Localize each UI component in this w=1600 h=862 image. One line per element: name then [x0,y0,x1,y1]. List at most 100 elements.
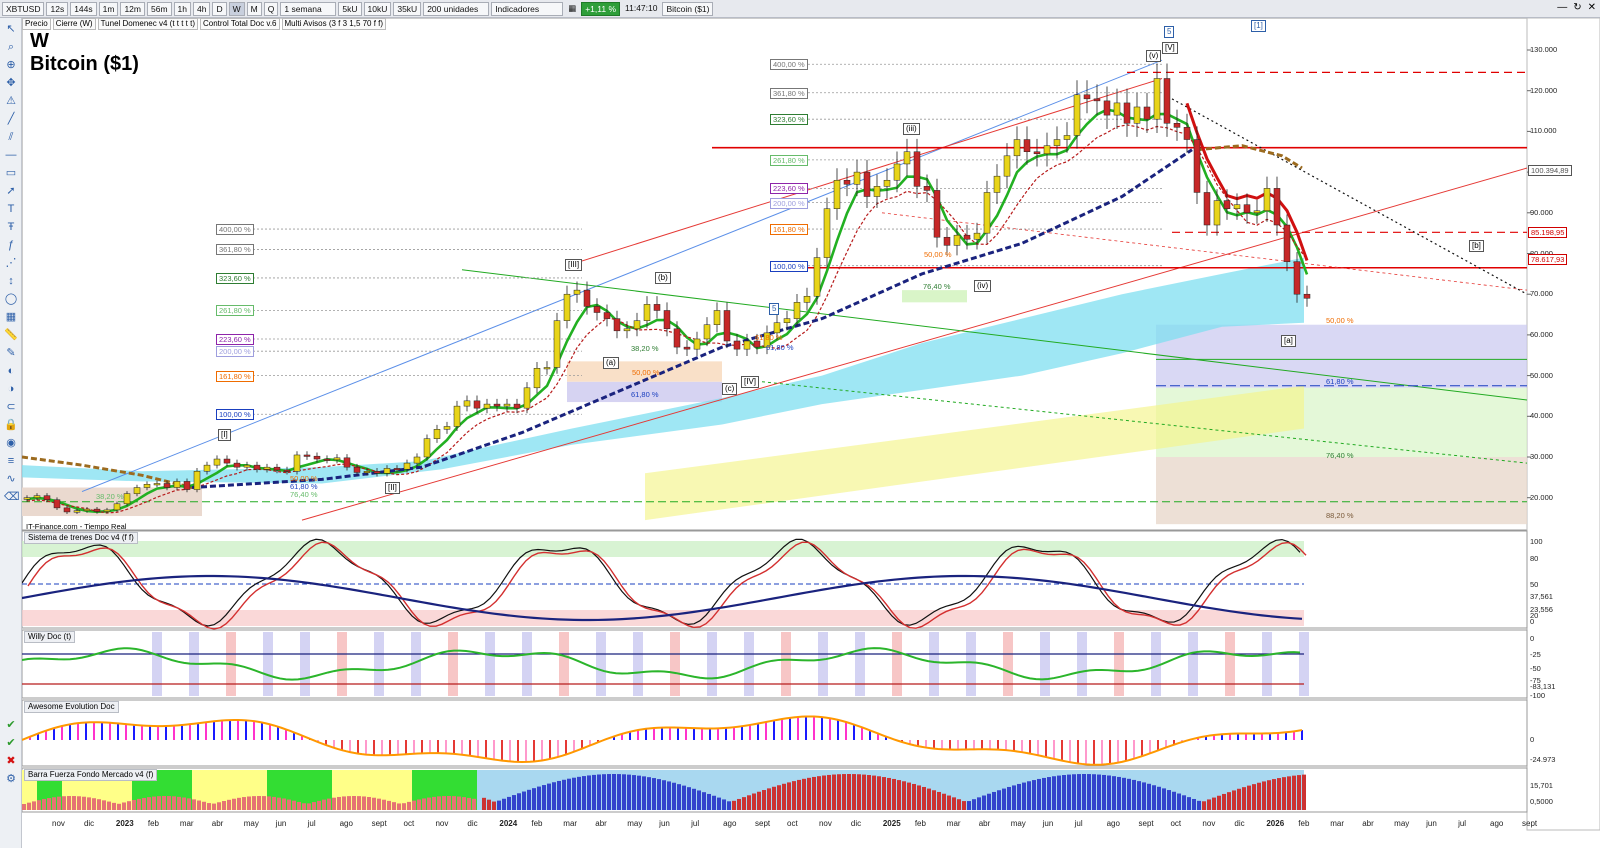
willy-bar [559,632,569,696]
timeframe-12m[interactable]: 12m [120,1,145,16]
accept-icon[interactable]: ✔ [6,737,16,749]
timeframe-144s[interactable]: 144s [70,1,97,16]
fuerza-bar [492,801,496,810]
candle [623,328,631,332]
settings-icon[interactable]: ⚙ [6,773,16,785]
fuerza-bar [312,802,316,810]
retrace-label: 50,00 % [632,368,660,377]
chart-canvas[interactable] [22,18,1600,848]
close-icon[interactable]: ✕ [1587,2,1596,13]
layer-price[interactable]: Precio [22,18,51,30]
hline-icon[interactable]: ― [5,149,17,161]
fuerza-bar [1282,777,1286,810]
text-icon[interactable]: T [7,203,15,215]
magnet-icon[interactable]: ⊂ [6,401,16,413]
timeframe-d[interactable]: D [212,1,227,16]
layers-icon[interactable]: ≡ [7,455,15,467]
layer-avisos[interactable]: Multi Avisos (3 f 3 1,5 70 f f) [281,18,387,30]
timeframe-q[interactable]: Q [263,1,279,16]
candle [723,310,731,342]
layer-tunel[interactable]: Tunel Domenec v4 (t t t t t) [97,18,198,30]
period-select[interactable]: 1 semana [280,1,337,16]
fuerza-bar [727,801,731,810]
rectangle-icon[interactable]: ▭ [5,167,17,179]
candle [1033,151,1041,155]
pencil-icon[interactable]: ✎ [6,347,16,359]
chart-type-icon[interactable]: ▦ [568,2,577,13]
green-dashed-line [761,381,1528,464]
refresh-icon[interactable]: ↻ [1573,2,1582,13]
timeframe-1m[interactable]: 1m [98,1,119,16]
panel-tick: -25 [1530,650,1541,659]
layer-close[interactable]: Cierre (W) [52,18,96,30]
willy-bar [707,632,717,696]
pan-icon[interactable]: ✥ [6,77,16,89]
check-icon[interactable]: ✔ [6,719,16,731]
wave-label: (c) [722,383,738,395]
willy-bar [1114,632,1124,696]
fuerza-bar [687,787,691,810]
red-marker-icon[interactable]: ◐ [7,365,15,377]
ruler-icon[interactable]: 📏 [4,329,18,341]
candle [1103,100,1111,116]
units-35ku[interactable]: 35kU [393,1,422,16]
time-tick: abr [1362,819,1374,828]
wave-label: [III] [565,259,583,271]
zoom-icon[interactable]: ⌕ [7,41,15,53]
timeframe-m[interactable]: M [246,1,262,16]
fuerza-bar [947,795,951,810]
candle [343,457,351,468]
fuerza-bar [972,799,976,810]
timeframe-1h[interactable]: 1h [173,1,192,16]
fib-fan-icon[interactable]: ⋰ [5,257,17,269]
green-marker-icon[interactable]: ◑ [7,383,15,395]
fuerza-bar [692,788,696,810]
clock-label: 11:47:10 [625,2,658,13]
wave-icon[interactable]: ∿ [6,473,16,485]
fuerza-bar [822,775,826,810]
fuerza-bar [917,785,921,810]
layer-control[interactable]: Control Total Doc v.6 [199,18,280,30]
time-tick: abr [595,819,607,828]
timeframe-56m[interactable]: 56m [147,1,172,16]
units-5ku[interactable]: 5kU [338,1,362,16]
eye-icon[interactable]: ◉ [6,437,16,449]
timeframe-12s[interactable]: 12s [46,1,69,16]
fuerza-bar [787,782,791,810]
channel-icon[interactable]: ⫽ [8,131,14,143]
fuerza-bar [737,798,741,810]
candle [333,457,341,461]
timeframe-w[interactable]: W [228,1,245,16]
units-10ku[interactable]: 10kU [363,1,392,16]
fuerza-bar [882,777,886,810]
fuerza-bar [152,796,156,810]
instrument-label: Bitcoin ($1) [662,1,714,16]
fuerza-bar [602,774,606,810]
delete-draw-icon[interactable]: ⌫ [4,491,20,503]
measure-icon[interactable]: ↕ [8,275,14,287]
alert-icon[interactable]: ⚠ [6,95,16,107]
wave-label: [a] [1281,335,1296,347]
arrow-icon[interactable]: ➚ [6,185,16,197]
fibonacci-icon[interactable]: ƒ [7,239,15,251]
ellipse-icon[interactable]: ◯ [4,293,18,305]
indicators-button[interactable]: Indicadores [491,1,564,16]
time-tick: feb [914,819,926,828]
fuerza-bar [682,785,686,810]
symbol-field[interactable]: XBTUSD [2,1,45,16]
grid-icon[interactable]: ▦ [5,311,17,323]
cursor-icon[interactable]: ↖ [6,23,16,35]
trendline-icon[interactable]: ╱ [7,113,15,125]
bars-select[interactable]: 200 unidades [423,1,490,16]
zoom-in-icon[interactable]: ⊕ [6,59,16,71]
fuerza-bar [107,801,111,810]
delete-icon[interactable]: ✖ [6,755,16,767]
fuerza-bar [232,798,236,810]
fuerza-bar [532,788,536,810]
timeframe-4h[interactable]: 4h [193,1,211,16]
fuerza-bar [572,777,576,810]
lock-icon[interactable]: 🔒 [4,419,18,431]
fuerza-bar [182,797,186,810]
minimize-icon[interactable]: — [1557,2,1568,13]
text-box-icon[interactable]: Ŧ [7,221,15,233]
